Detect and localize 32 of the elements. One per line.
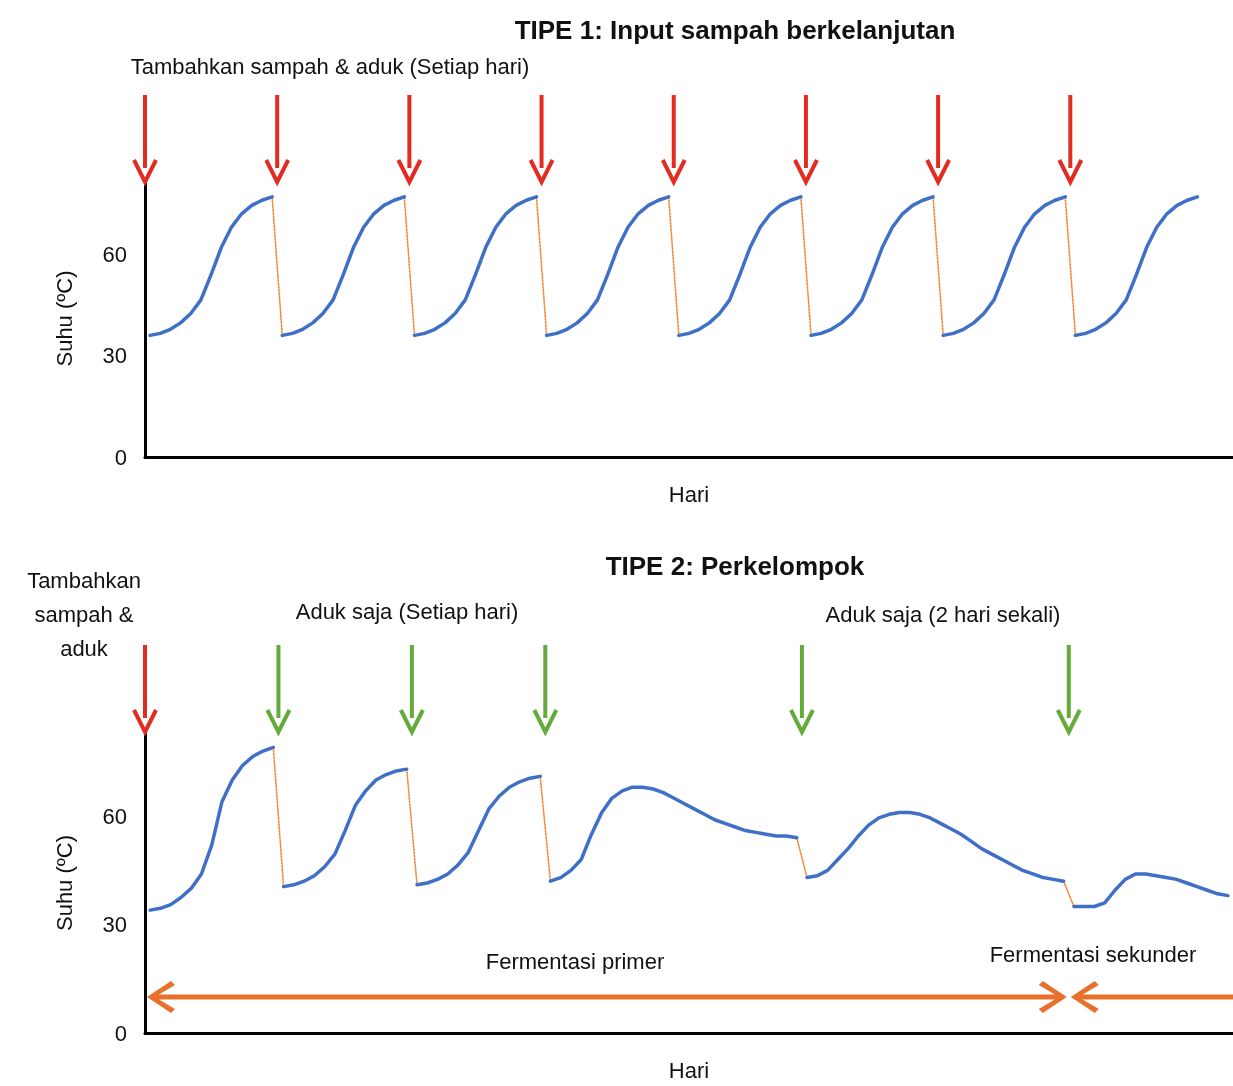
line-series	[148, 745, 276, 912]
x-axis-title: Hari	[668, 1057, 710, 1083]
x-axis-title: Hari	[668, 481, 710, 507]
annotation: Fermentasi sekunder	[989, 942, 1197, 968]
line-series	[809, 195, 935, 338]
line-series	[544, 195, 671, 338]
line-series	[941, 195, 1067, 338]
line-series	[1073, 195, 1200, 338]
text: Aduk saja (2 hari sekali)	[825, 602, 1061, 628]
y-tick-label: 0	[114, 444, 127, 470]
y-tick-label: 30	[102, 912, 127, 938]
line-series	[548, 785, 799, 883]
line-series	[805, 810, 1066, 883]
line-series	[677, 195, 803, 338]
chart-title: TIPE 2: Perkelompok	[605, 551, 865, 581]
y-tick-label: 60	[102, 803, 127, 829]
y-tick-label: 0	[114, 1020, 127, 1046]
text: Tambahkan sampah & aduk	[26, 567, 142, 663]
y-tick-label: 60	[102, 241, 127, 267]
text: Aduk saja (Setiap hari)	[295, 599, 519, 625]
line-series	[148, 195, 274, 338]
y-axis-title: Suhu (ºC)	[51, 834, 77, 932]
line-series	[280, 195, 407, 338]
line-series	[412, 195, 539, 338]
y-axis-title: Suhu (ºC)	[51, 270, 77, 367]
y-tick-label: 30	[102, 343, 127, 369]
line-series	[281, 767, 409, 889]
line-series	[1072, 872, 1230, 909]
line-series	[415, 774, 542, 887]
chart-title: TIPE 1: Input sampah berkelanjutan	[514, 15, 956, 45]
annotation: Fermentasi primer	[485, 949, 665, 975]
text: Tambahkan sampah & aduk (Setiap hari)	[130, 54, 530, 80]
